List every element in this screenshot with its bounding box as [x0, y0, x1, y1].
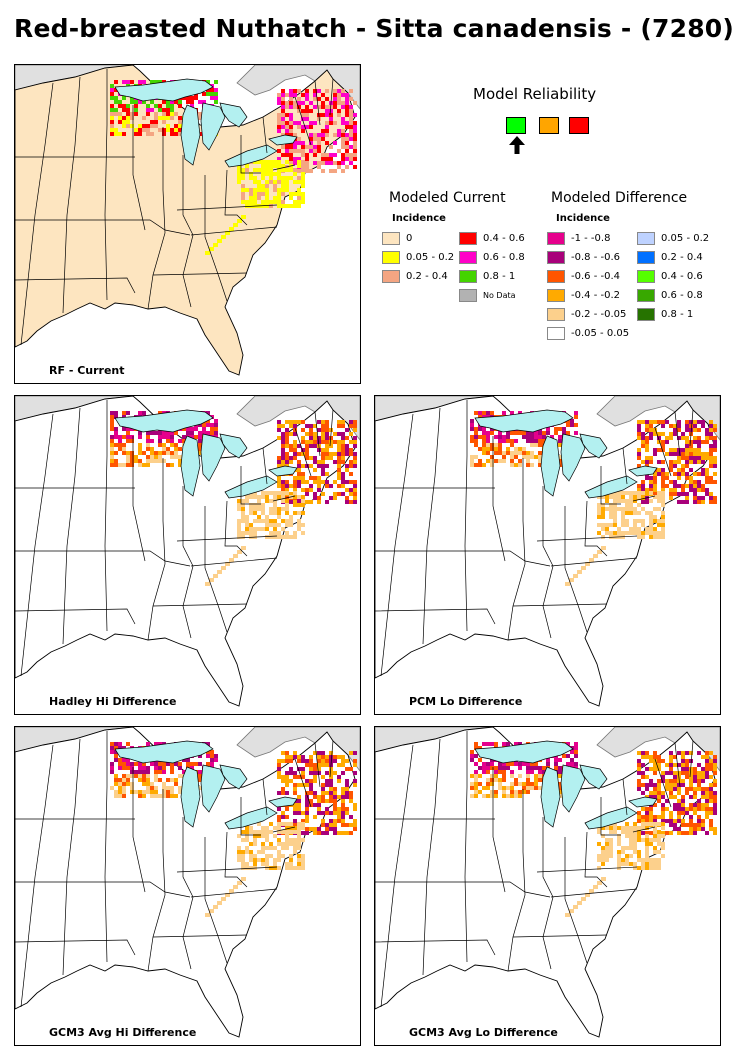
- map-label: GCM3 Avg Lo Difference: [409, 1026, 558, 1039]
- legend-swatch: [637, 288, 655, 302]
- legend-swatch: [382, 231, 400, 245]
- legend-item-label: -0.2 - -0.05: [571, 308, 627, 320]
- legend-item-label: 0.6 - 0.8: [661, 289, 703, 301]
- map-label: Hadley Hi Difference: [49, 695, 177, 708]
- legend-item: -0.4 - -0.2: [547, 288, 620, 302]
- legend-item: -0.6 - -0.4: [547, 269, 620, 283]
- legend-item-label: 0: [406, 232, 413, 244]
- legend-item: 0.6 - 0.8: [459, 250, 525, 264]
- legend-swatch: [547, 231, 565, 245]
- legend-item-label: 0.05 - 0.2: [661, 232, 710, 244]
- map-label: RF - Current: [49, 364, 125, 377]
- legend-item: 0.2 - 0.4: [382, 269, 448, 283]
- legend-item-label: 0.8 - 1: [483, 270, 516, 282]
- legend-item-label: -0.6 - -0.4: [571, 270, 620, 282]
- legend-difference-subtitle: Incidence: [556, 213, 610, 224]
- legend-swatch: [459, 269, 477, 283]
- map-panel-rf-current: RF - Current: [14, 64, 361, 384]
- legend-item: 0.8 - 1: [459, 269, 515, 283]
- map-label: GCM3 Avg Hi Difference: [49, 1026, 197, 1039]
- legend-swatch: [459, 288, 477, 302]
- legend-swatch: [547, 269, 565, 283]
- map-panel-pcm-lo: PCM Lo Difference: [374, 395, 721, 715]
- legend-item: 0.05 - 0.2: [382, 250, 454, 264]
- legend-item: 0.6 - 0.8: [637, 288, 703, 302]
- legend-item: -0.8 - -0.6: [547, 250, 620, 264]
- legend-swatch: [459, 250, 477, 264]
- page-title: Red-breasted Nuthatch - Sitta canadensis…: [14, 14, 734, 43]
- legend-item-label: 0.2 - 0.4: [661, 251, 703, 263]
- legend-current-title: Modeled Current: [389, 190, 506, 206]
- legend-item-label: -0.4 - -0.2: [571, 289, 620, 301]
- reliability-medium-swatch: [539, 117, 559, 134]
- map-hadley-hi: [15, 396, 360, 714]
- legend-item: 0.4 - 0.6: [459, 231, 525, 245]
- legend-item: -0.2 - -0.05: [547, 307, 626, 321]
- legend-swatch: [637, 250, 655, 264]
- legend-item: -0.05 - 0.05: [547, 326, 629, 340]
- up-arrow-icon: [509, 136, 525, 154]
- legend-item: -1 - -0.8: [547, 231, 610, 245]
- legend-item-label: 0.4 - 0.6: [661, 270, 703, 282]
- legend-swatch: [637, 269, 655, 283]
- legend-swatch: [382, 269, 400, 283]
- legend-swatch: [547, 307, 565, 321]
- legend-item-label: 0.8 - 1: [661, 308, 694, 320]
- legend-swatch: [459, 231, 477, 245]
- legend-item: 0.4 - 0.6: [637, 269, 703, 283]
- reliability-high-swatch: [506, 117, 526, 134]
- map-panel-gcm3-avg-lo: GCM3 Avg Lo Difference: [374, 726, 721, 1046]
- reliability-low-swatch: [569, 117, 589, 134]
- map-panel-hadley-hi: Hadley Hi Difference: [14, 395, 361, 715]
- legend-swatch: [637, 231, 655, 245]
- map-gcm3-avg-hi: [15, 727, 360, 1045]
- map-pcm-lo: [375, 396, 720, 714]
- legend-current-subtitle: Incidence: [392, 213, 446, 224]
- legend-item-label: No Data: [483, 290, 516, 300]
- legend-item: 0.05 - 0.2: [637, 231, 709, 245]
- legend-difference-title: Modeled Difference: [551, 190, 688, 206]
- legend-item-label: -0.8 - -0.6: [571, 251, 620, 263]
- legend-item-label: -1 - -0.8: [571, 232, 611, 244]
- legend-swatch: [382, 250, 400, 264]
- legend-item: 0: [382, 231, 412, 245]
- legend-item-label: 0.4 - 0.6: [483, 232, 525, 244]
- legend-item-label: -0.05 - 0.05: [571, 327, 630, 339]
- reliability-title: Model Reliability: [473, 85, 597, 103]
- legend-item: 0.8 - 1: [637, 307, 693, 321]
- legend-swatch: [547, 288, 565, 302]
- legend-item-label: 0.6 - 0.8: [483, 251, 525, 263]
- legend-item-label: 0.2 - 0.4: [406, 270, 448, 282]
- map-rf-current: [15, 65, 360, 383]
- legend-item-label: 0.05 - 0.2: [406, 251, 455, 263]
- legend-swatch: [547, 250, 565, 264]
- legend-swatch: [637, 307, 655, 321]
- legend-swatch: [547, 326, 565, 340]
- map-label: PCM Lo Difference: [409, 695, 523, 708]
- legend-item: No Data: [459, 288, 516, 302]
- legend-item: 0.2 - 0.4: [637, 250, 703, 264]
- map-gcm3-avg-lo: [375, 727, 720, 1045]
- map-panel-gcm3-avg-hi: GCM3 Avg Hi Difference: [14, 726, 361, 1046]
